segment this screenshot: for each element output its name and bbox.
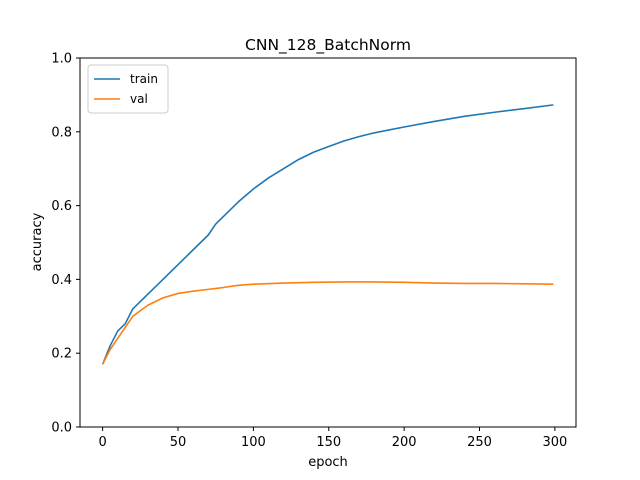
x-tick-label: 200 xyxy=(392,435,417,450)
y-tick-label: 1.0 xyxy=(51,52,72,67)
series-line-train xyxy=(101,104,554,365)
legend: train val xyxy=(87,64,169,114)
x-tick-label: 50 xyxy=(170,435,187,450)
plot-area: 0 50 100 150 200 250 300 0.0 0.2 0.4 0.6 0.8 1.0 xyxy=(51,52,577,450)
legend-label-val: val xyxy=(130,92,148,106)
chart-title: CNN_128_BatchNorm xyxy=(245,36,411,55)
legend-box xyxy=(87,64,169,114)
y-tick-label: 0.8 xyxy=(51,125,72,140)
y-tick-label: 0.6 xyxy=(51,199,72,214)
legend-label-train: train xyxy=(130,72,158,86)
series-line-val xyxy=(101,281,554,365)
x-tick-label: 250 xyxy=(467,435,492,450)
x-axis-label: epoch xyxy=(308,455,348,470)
plot-frame xyxy=(79,57,577,428)
x-tick-label: 0 xyxy=(98,435,106,450)
y-tick-label: 0.2 xyxy=(51,347,72,362)
x-tick-label: 300 xyxy=(542,435,567,450)
y-axis-label: accuracy xyxy=(30,212,45,271)
y-tick-label: 0.0 xyxy=(51,421,72,436)
x-tick-label: 150 xyxy=(316,435,341,450)
y-tick-label: 0.4 xyxy=(51,273,72,288)
x-tick-label: 100 xyxy=(241,435,266,450)
